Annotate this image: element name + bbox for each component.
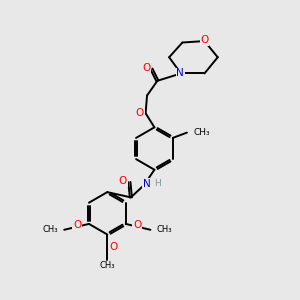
Text: CH₃: CH₃ (156, 225, 172, 234)
Text: O: O (109, 242, 117, 253)
Text: H: H (154, 179, 161, 188)
Text: N: N (142, 178, 150, 189)
Text: CH₃: CH₃ (43, 225, 58, 234)
Text: O: O (119, 176, 127, 186)
Text: O: O (136, 108, 144, 118)
Text: N: N (176, 68, 184, 78)
Text: O: O (200, 35, 208, 45)
Text: O: O (142, 63, 150, 73)
Text: CH₃: CH₃ (194, 128, 210, 137)
Text: O: O (73, 220, 81, 230)
Text: CH₃: CH₃ (100, 261, 115, 270)
Text: O: O (133, 220, 142, 230)
